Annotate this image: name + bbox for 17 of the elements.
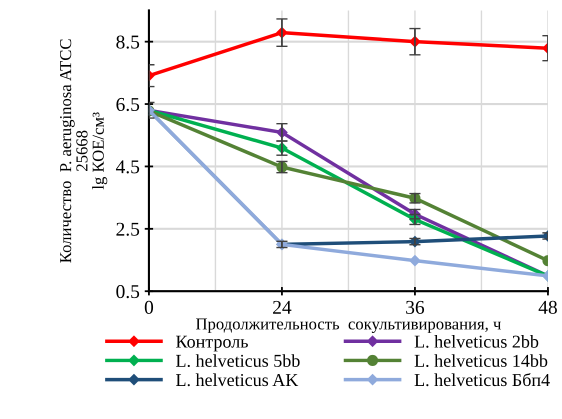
legend-label: Контроль xyxy=(176,336,248,352)
y-tick-label: 8.5 xyxy=(116,35,140,49)
legend-label: L. helveticus 14bb xyxy=(414,354,548,368)
y-tick-label: 0.5 xyxy=(116,285,140,298)
legend-label: L. helveticus Ббп4 xyxy=(414,373,550,386)
x-axis-title: Продолжительность сокультивирования, ч xyxy=(196,318,501,333)
x-tick-label: 36 xyxy=(406,300,424,314)
y-tick-label: 2.5 xyxy=(116,222,140,236)
y-tick-label: 6.5 xyxy=(116,98,140,112)
x-tick-label: 24 xyxy=(273,300,292,314)
x-tick-label: 0 xyxy=(144,300,154,314)
y-tick-label: 4.5 xyxy=(116,160,140,174)
legend-label: L. helveticus 5bb xyxy=(176,354,300,368)
legend-label: L. helveticus AK xyxy=(176,373,298,386)
x-tick-label: 48 xyxy=(538,300,557,314)
y-axis-title: Количество P. aeruginosa ATCC 25668 lg КОЕ/см³ xyxy=(60,39,108,263)
legend-label: L. helveticus 2bb xyxy=(414,335,538,348)
